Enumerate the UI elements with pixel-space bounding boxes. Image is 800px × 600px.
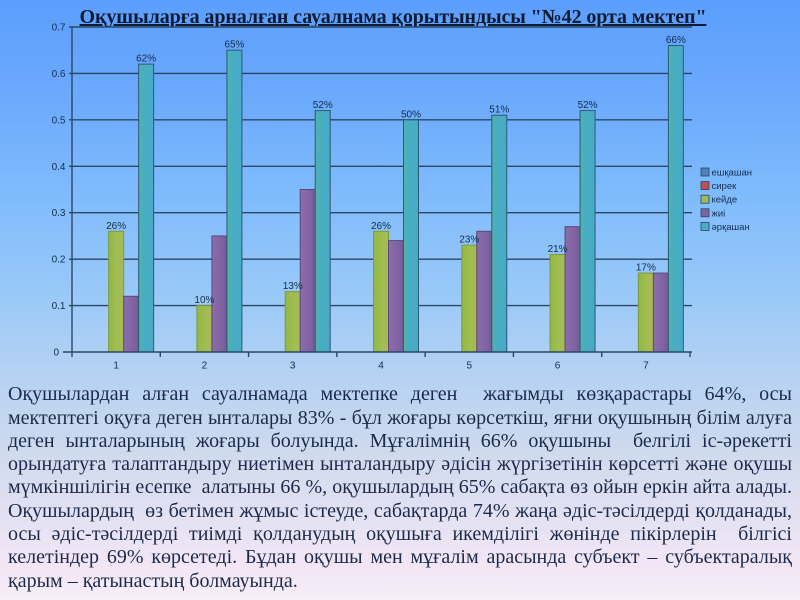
- svg-text:51%: 51%: [489, 105, 509, 116]
- svg-text:23%: 23%: [459, 235, 479, 246]
- svg-text:7: 7: [643, 361, 649, 372]
- svg-text:1: 1: [113, 361, 119, 372]
- svg-text:әрқашан: әрқашан: [712, 222, 750, 233]
- svg-text:10%: 10%: [194, 295, 214, 306]
- svg-text:0.7: 0.7: [52, 23, 66, 34]
- svg-text:50%: 50%: [401, 109, 421, 120]
- svg-text:сирек: сирек: [712, 181, 738, 192]
- svg-text:0.6: 0.6: [52, 69, 66, 80]
- svg-text:52%: 52%: [578, 100, 598, 111]
- svg-text:65%: 65%: [224, 40, 244, 51]
- svg-text:26%: 26%: [106, 221, 126, 232]
- svg-text:0: 0: [53, 348, 59, 359]
- svg-text:0.3: 0.3: [52, 208, 66, 219]
- svg-text:52%: 52%: [313, 100, 333, 111]
- svg-text:0.4: 0.4: [52, 162, 66, 173]
- svg-text:66%: 66%: [666, 35, 686, 46]
- svg-text:кейде: кейде: [712, 195, 738, 206]
- svg-text:ешқашан: ешқашан: [712, 168, 753, 179]
- svg-text:13%: 13%: [283, 281, 303, 292]
- svg-text:3: 3: [290, 361, 296, 372]
- svg-text:4: 4: [378, 361, 384, 372]
- svg-text:0.2: 0.2: [52, 255, 66, 266]
- svg-text:62%: 62%: [136, 54, 156, 65]
- svg-text:жиі: жиі: [712, 208, 726, 219]
- svg-text:26%: 26%: [371, 221, 391, 232]
- svg-text:5: 5: [467, 361, 473, 372]
- svg-text:2: 2: [202, 361, 208, 372]
- svg-text:17%: 17%: [636, 263, 656, 274]
- svg-text:0.1: 0.1: [52, 301, 66, 312]
- svg-text:0.5: 0.5: [52, 115, 66, 126]
- svg-text:21%: 21%: [548, 244, 568, 255]
- svg-text:6: 6: [555, 361, 561, 372]
